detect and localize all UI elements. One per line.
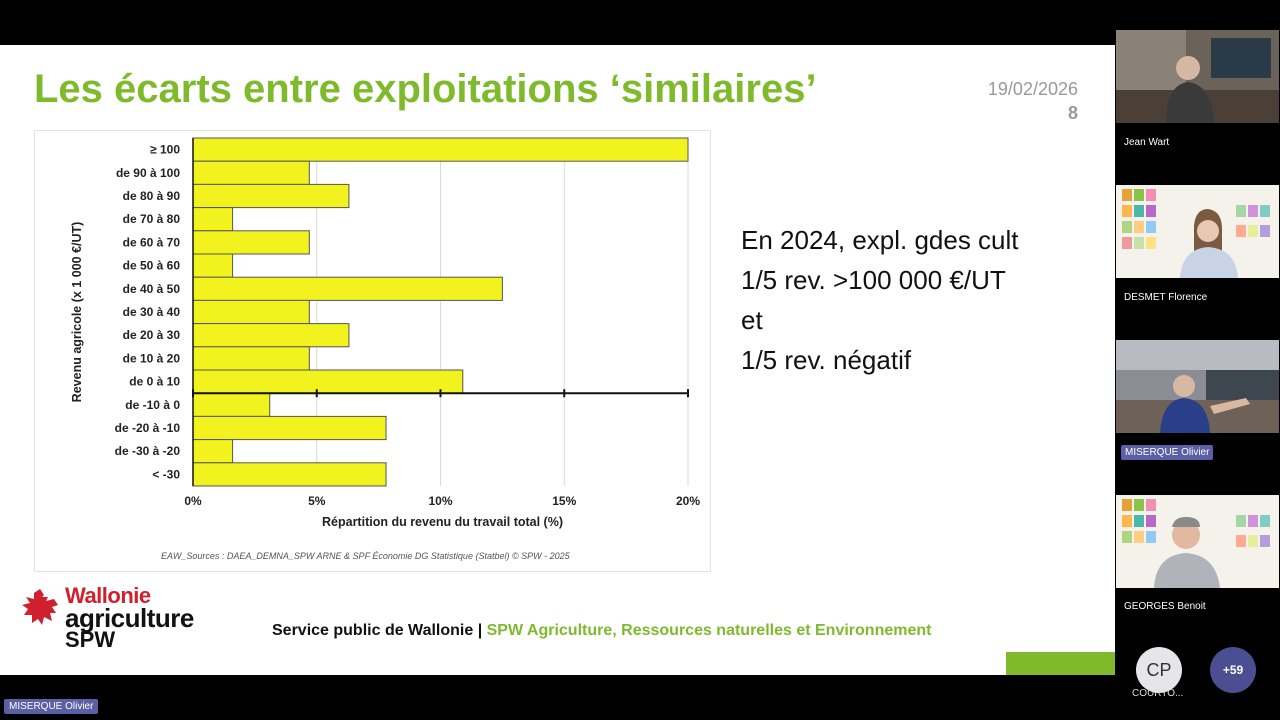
chart-bar bbox=[192, 160, 310, 185]
presentation-slide: Les écarts entre exploitations ‘similair… bbox=[0, 45, 1115, 675]
footer-department: SPW Agriculture, Ressources naturelles e… bbox=[486, 622, 932, 639]
y-axis-title: Revenu agricole (x 1 000 €/UT) bbox=[70, 222, 84, 403]
side-text-line: 1/5 rev. négatif bbox=[741, 345, 912, 375]
slide-date: 19/02/2026 bbox=[987, 79, 1078, 99]
side-text-line: 1/5 rev. >100 000 €/UT bbox=[741, 265, 1006, 295]
category-label: de 60 à 70 bbox=[123, 235, 181, 249]
participant-video-tile[interactable] bbox=[1116, 495, 1279, 588]
chart-bar bbox=[192, 369, 464, 394]
bar-chart-svg: ≥ 100 de 90 à 100 de 80 à 90 de 70 à 80 de 6… bbox=[70, 137, 700, 561]
participant-video-tile[interactable] bbox=[1116, 185, 1279, 278]
participant-avatar-label: COURTO... bbox=[1132, 688, 1184, 699]
chart-bar bbox=[192, 392, 271, 417]
category-label: de 70 à 80 bbox=[123, 212, 181, 226]
logo-line-spw: SPW bbox=[65, 627, 116, 652]
bar-chart: ≥ 100 de 90 à 100 de 80 à 90 de 70 à 80 de 6… bbox=[34, 130, 711, 572]
participant-name: MISERQUE Olivier bbox=[1121, 445, 1214, 460]
category-label: de 90 à 100 bbox=[116, 166, 180, 180]
rooster-icon bbox=[22, 589, 58, 625]
chart-bar bbox=[192, 415, 387, 441]
chart-source-note: EAW_Sources : DAEA_DEMNA_SPW ARNE & SPF … bbox=[161, 551, 571, 561]
participant-video-tile[interactable] bbox=[1116, 30, 1279, 123]
footer-service-name: Service public de Wallonie | bbox=[272, 622, 487, 639]
logo-line-agriculture: agriculture bbox=[65, 603, 194, 633]
category-label: de -30 à -20 bbox=[115, 444, 181, 458]
category-label: de 10 à 20 bbox=[123, 351, 181, 365]
x-tick-label: 5% bbox=[308, 494, 326, 508]
chart-bar bbox=[192, 253, 234, 278]
category-label: de 30 à 40 bbox=[123, 305, 181, 319]
slide-footer: Service public de Wallonie | SPW Agricul… bbox=[272, 622, 931, 640]
active-speaker-label: MISERQUE Olivier bbox=[4, 699, 99, 714]
x-tick-label: 10% bbox=[428, 494, 452, 508]
category-label: de 40 à 50 bbox=[123, 282, 181, 296]
chart-bar bbox=[192, 346, 310, 371]
participant-name: GEORGES Benoit bbox=[1124, 601, 1206, 612]
participant-avatar[interactable]: CP bbox=[1136, 647, 1182, 693]
side-text-block: En 2024, expl. gdes cult 1/5 rev. >100 0… bbox=[741, 220, 1019, 380]
wallonie-agriculture-logo: Wallonie agriculture SPW bbox=[18, 583, 198, 653]
chart-bar bbox=[192, 462, 387, 487]
x-axis-title: Répartition du revenu du travail total (… bbox=[322, 515, 563, 529]
participant-video bbox=[1116, 495, 1279, 588]
category-label: de -10 à 0 bbox=[125, 398, 180, 412]
chart-bar bbox=[192, 323, 350, 348]
logo-line-wallonie: Wallonie bbox=[65, 583, 151, 608]
chart-bar bbox=[192, 276, 503, 301]
chart-bar bbox=[192, 439, 234, 464]
side-text-line: En 2024, expl. gdes cult bbox=[741, 225, 1019, 255]
slide-title: Les écarts entre exploitations ‘similair… bbox=[34, 67, 817, 111]
x-tick-label: 20% bbox=[676, 494, 700, 508]
more-participants-button[interactable]: +59 bbox=[1210, 647, 1256, 693]
participant-video bbox=[1116, 30, 1279, 123]
category-label: de 50 à 60 bbox=[123, 259, 181, 273]
chart-bar bbox=[192, 299, 310, 325]
category-label: de 20 à 30 bbox=[123, 328, 181, 342]
participant-name: Jean Wart bbox=[1124, 137, 1170, 148]
category-label: de 0 à 10 bbox=[129, 375, 180, 389]
participant-name: DESMET Florence bbox=[1124, 292, 1208, 303]
footer-accent-bar bbox=[1006, 652, 1115, 675]
participant-video-tile[interactable] bbox=[1116, 340, 1279, 433]
category-label: ≥ 100 bbox=[150, 143, 180, 157]
category-label: < -30 bbox=[152, 467, 180, 481]
side-text-line: et bbox=[741, 305, 763, 335]
chart-bar bbox=[192, 230, 310, 255]
category-label: de 80 à 90 bbox=[123, 189, 181, 203]
participants-panel: Jean Wart DESMET Florence MISERQUE O bbox=[1115, 0, 1280, 720]
category-label: de -20 à -10 bbox=[115, 421, 181, 435]
chart-bar bbox=[192, 207, 234, 232]
chart-bar bbox=[192, 183, 350, 209]
participant-video bbox=[1116, 185, 1279, 278]
participant-video bbox=[1116, 340, 1279, 433]
x-tick-label: 15% bbox=[552, 494, 576, 508]
x-tick-label: 0% bbox=[184, 494, 202, 508]
chart-bar bbox=[192, 137, 689, 162]
slide-page-number: 8 bbox=[1067, 103, 1078, 123]
